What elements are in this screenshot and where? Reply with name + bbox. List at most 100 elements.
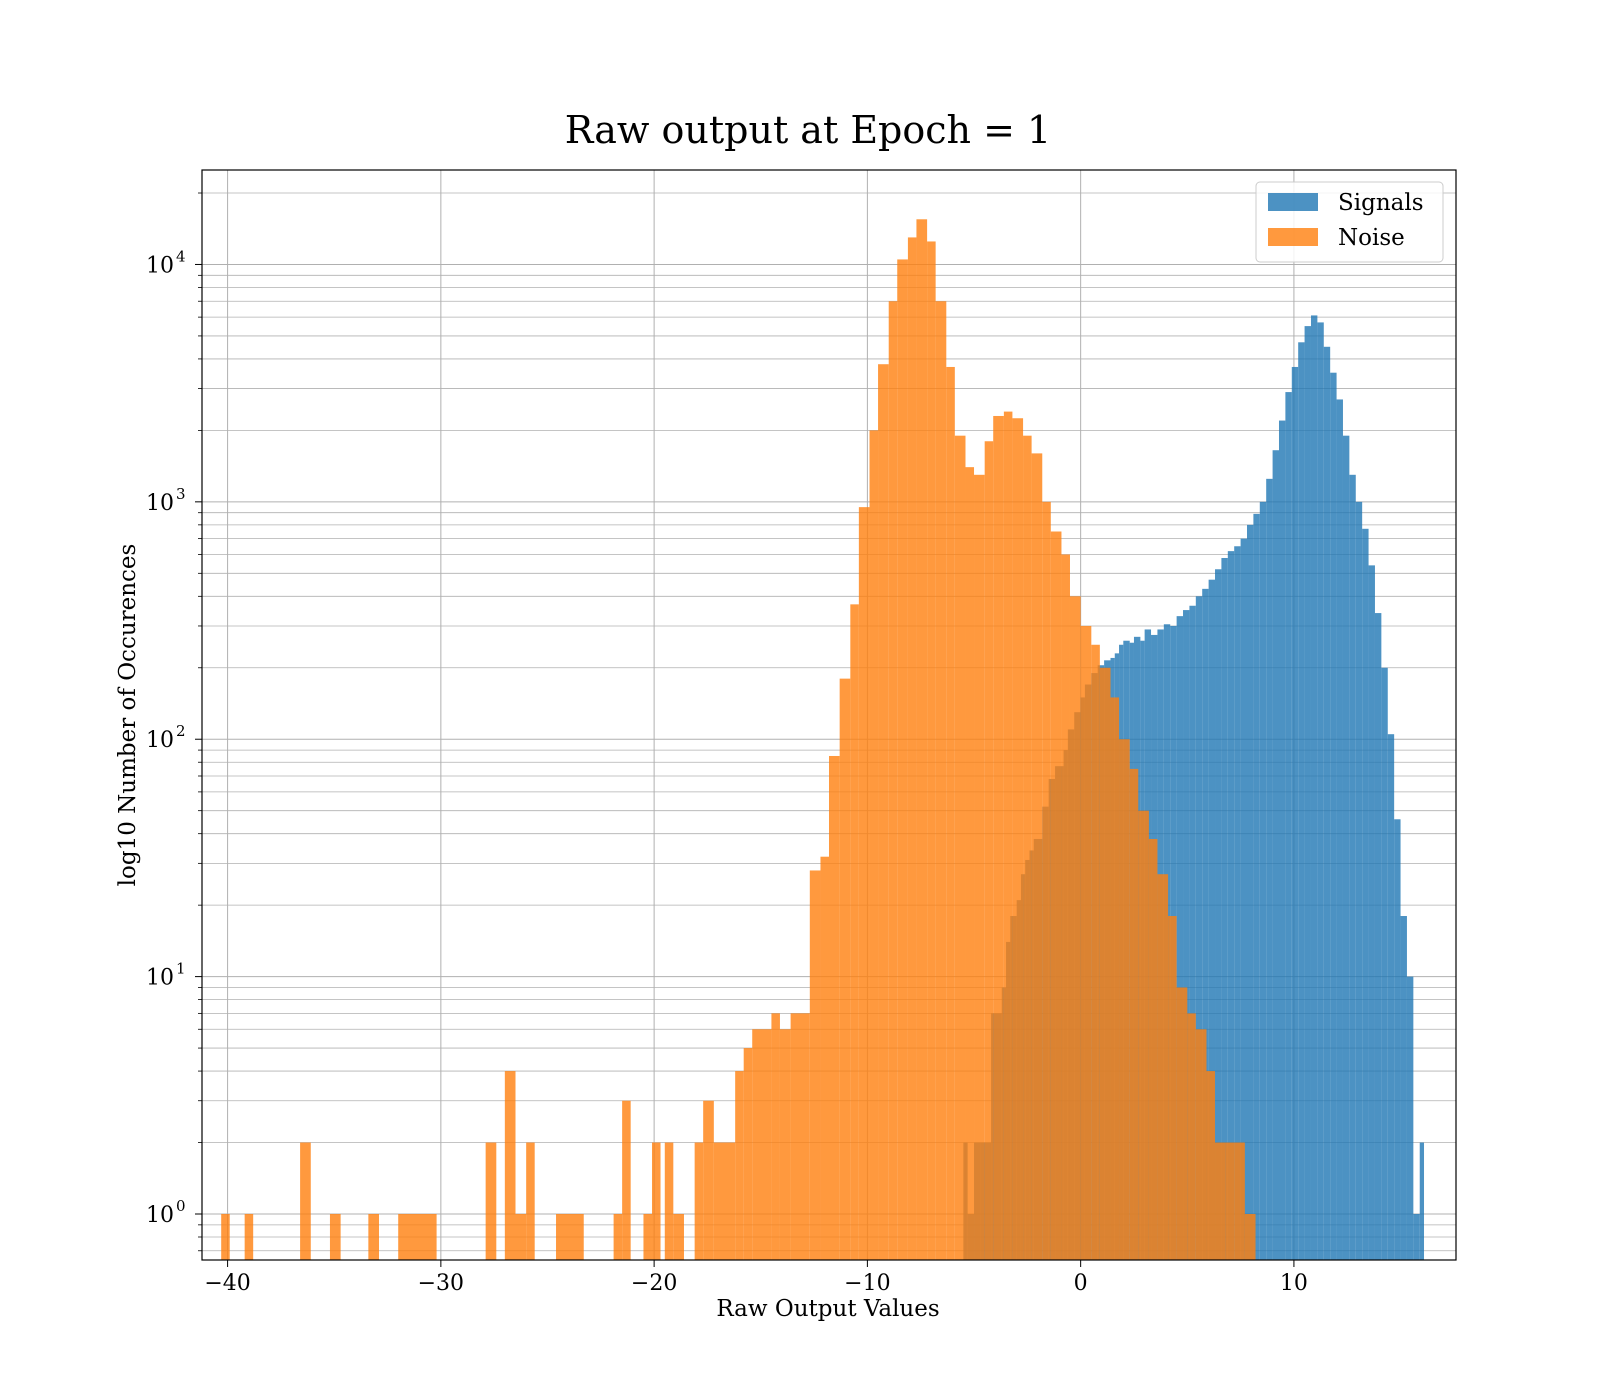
noise-bar: [869, 430, 879, 1260]
y-tick-label: 10: [146, 253, 174, 278]
noise-bar: [935, 301, 947, 1260]
signals-bar: [1330, 372, 1337, 1260]
x-tick-label: −10: [844, 1271, 890, 1296]
noise-bar: [1244, 1213, 1256, 1260]
chart-title: Raw output at Epoch = 1: [565, 108, 1051, 152]
noise-bar: [368, 1213, 380, 1260]
x-axis-ticks: −40 −30 −20 −10 0 10: [204, 1260, 1308, 1296]
signals-bar: [1400, 916, 1407, 1260]
noise-bar: [965, 467, 975, 1260]
signals-bar: [1208, 579, 1216, 1260]
noise-bar: [916, 219, 928, 1260]
noise-bar: [1225, 1142, 1235, 1260]
signals-bar: [1291, 366, 1299, 1260]
noise-bar: [1119, 739, 1130, 1260]
noise-bar: [878, 364, 889, 1260]
noise-bar: [1157, 874, 1169, 1260]
noise-bar: [820, 856, 829, 1260]
noise-bar: [954, 435, 966, 1260]
noise-bar: [1129, 768, 1139, 1260]
noise-bar: [1215, 1142, 1226, 1260]
signals-bar: [1240, 538, 1247, 1260]
noise-bar: [651, 1142, 661, 1260]
signals-bar: [1387, 734, 1395, 1260]
legend-label-signals: Signals: [1338, 190, 1424, 216]
noise-bar: [1206, 1071, 1216, 1260]
signals-bar: [1247, 524, 1254, 1260]
signals-bar: [1336, 399, 1343, 1261]
noise-bar: [790, 1013, 810, 1260]
y-tick-label: 10: [146, 728, 174, 753]
noise-bar: [398, 1213, 437, 1260]
noise-bar: [622, 1100, 631, 1260]
noise-bar: [1148, 838, 1158, 1260]
legend: Signals Noise: [1255, 181, 1444, 263]
y-tick-exponent: 1: [176, 960, 186, 978]
noise-bar: [993, 415, 1004, 1260]
noise-bar: [809, 870, 821, 1260]
noise-bar: [907, 237, 917, 1260]
noise-bar: [485, 1142, 497, 1260]
signals-bar: [1323, 346, 1331, 1261]
x-tick-label: 0: [1074, 1271, 1088, 1296]
signals-bar: [1215, 569, 1222, 1260]
noise-bar: [1091, 644, 1100, 1260]
noise-bar: [643, 1213, 652, 1260]
signals-bar: [1362, 528, 1369, 1260]
noise-bar: [771, 1013, 780, 1260]
noise-bar: [713, 1142, 736, 1260]
signals-bar: [1342, 435, 1350, 1260]
noise-bar: [504, 1071, 516, 1260]
signals-bar: [1259, 501, 1267, 1260]
signals-bar: [1406, 976, 1414, 1260]
noise-bar: [1061, 554, 1070, 1260]
x-tick-label: −30: [418, 1271, 464, 1296]
noise-bar: [1099, 667, 1111, 1260]
noise-bar: [613, 1213, 623, 1260]
legend-swatch-signals: [1268, 193, 1318, 211]
noise-bar: [829, 755, 840, 1260]
noise-bar: [984, 441, 994, 1260]
legend-label-noise: Noise: [1338, 225, 1405, 251]
noise-bar: [1176, 987, 1188, 1260]
signals-bar: [1195, 596, 1203, 1260]
y-tick-label: 10: [146, 1203, 174, 1228]
signals-bar: [1304, 326, 1311, 1260]
y-tick-exponent: 2: [176, 722, 186, 740]
noise-bar: [850, 604, 859, 1260]
signals-bar: [1310, 315, 1318, 1260]
y-tick-exponent: 3: [176, 485, 186, 503]
noise-bar: [329, 1213, 341, 1260]
signals-bar: [1419, 1142, 1425, 1260]
noise-bar: [1187, 1013, 1196, 1260]
signals-bar: [1189, 605, 1196, 1260]
noise-bar: [888, 301, 898, 1260]
noise-bar: [735, 1071, 744, 1260]
y-tick-label: 10: [146, 491, 174, 516]
y-tick-label: 10: [146, 966, 174, 991]
noise-bar: [743, 1048, 753, 1260]
noise-bar: [897, 259, 908, 1261]
signals-bar: [1266, 478, 1273, 1260]
noise-bar: [300, 1142, 311, 1260]
legend-swatch-noise: [1268, 228, 1318, 246]
signals-bar: [1278, 420, 1286, 1260]
noise-bar: [1080, 625, 1092, 1260]
signals-bar: [1413, 1213, 1420, 1260]
noise-bar: [515, 1213, 527, 1260]
y-axis-label: log10 Number of Occurences: [115, 544, 141, 887]
signals-bar: [1355, 501, 1363, 1260]
signals-bar: [1176, 616, 1184, 1260]
signals-bar: [1349, 474, 1356, 1260]
signals-bar: [1202, 588, 1209, 1260]
plot-frame: [201, 169, 1457, 1261]
noise-bar: [694, 1142, 704, 1260]
noise-bar: [779, 1029, 791, 1260]
noise-bar: [556, 1213, 584, 1260]
signals-bar: [1227, 551, 1235, 1260]
signals-bar: [1183, 610, 1190, 1260]
signals-bar: [1368, 565, 1375, 1260]
noise-bar: [1195, 1029, 1207, 1260]
